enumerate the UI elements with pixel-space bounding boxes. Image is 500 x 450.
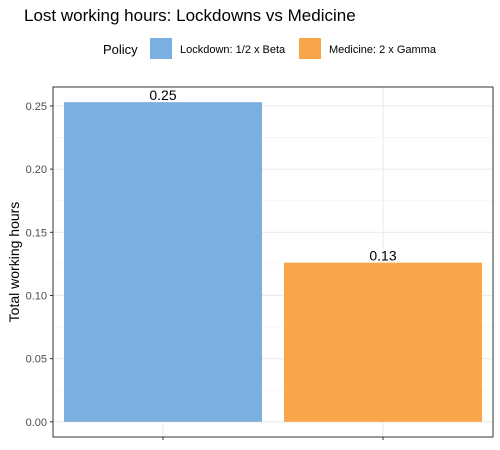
bar-lockdown	[64, 102, 262, 422]
legend-label-medicine: Medicine: 2 x Gamma	[329, 44, 437, 56]
panel-border	[52, 86, 494, 438]
data-label-lockdown: 0.25	[149, 87, 176, 103]
x-axis	[162, 437, 384, 440]
plot-panel: 0.25 0.13	[52, 86, 494, 438]
legend: Policy Lockdown: 1/2 x Beta Medicine: 2 …	[103, 38, 437, 59]
y-tick-label: 0.25	[26, 101, 47, 113]
data-labels: 0.25 0.13	[149, 87, 396, 263]
bar-medicine	[284, 262, 482, 422]
legend-label-lockdown: Lockdown: 1/2 x Beta	[180, 44, 286, 56]
y-tick-label: 0.00	[26, 417, 47, 429]
y-tick-label: 0.05	[26, 354, 47, 366]
y-tick-label: 0.20	[26, 164, 47, 176]
y-axis-title: Total working hours	[6, 202, 22, 323]
y-tick-label: 0.15	[26, 227, 47, 239]
legend-title: Policy	[103, 42, 138, 57]
data-label-medicine: 0.13	[369, 248, 396, 264]
legend-key-lockdown	[150, 38, 172, 59]
bars	[64, 102, 482, 422]
y-axis: 0.00 0.05 0.10 0.15 0.20 0.25	[26, 101, 53, 429]
y-tick-label: 0.10	[26, 290, 47, 302]
legend-key-medicine	[299, 38, 321, 59]
chart-title: Lost working hours: Lockdowns vs Medicin…	[24, 6, 356, 25]
